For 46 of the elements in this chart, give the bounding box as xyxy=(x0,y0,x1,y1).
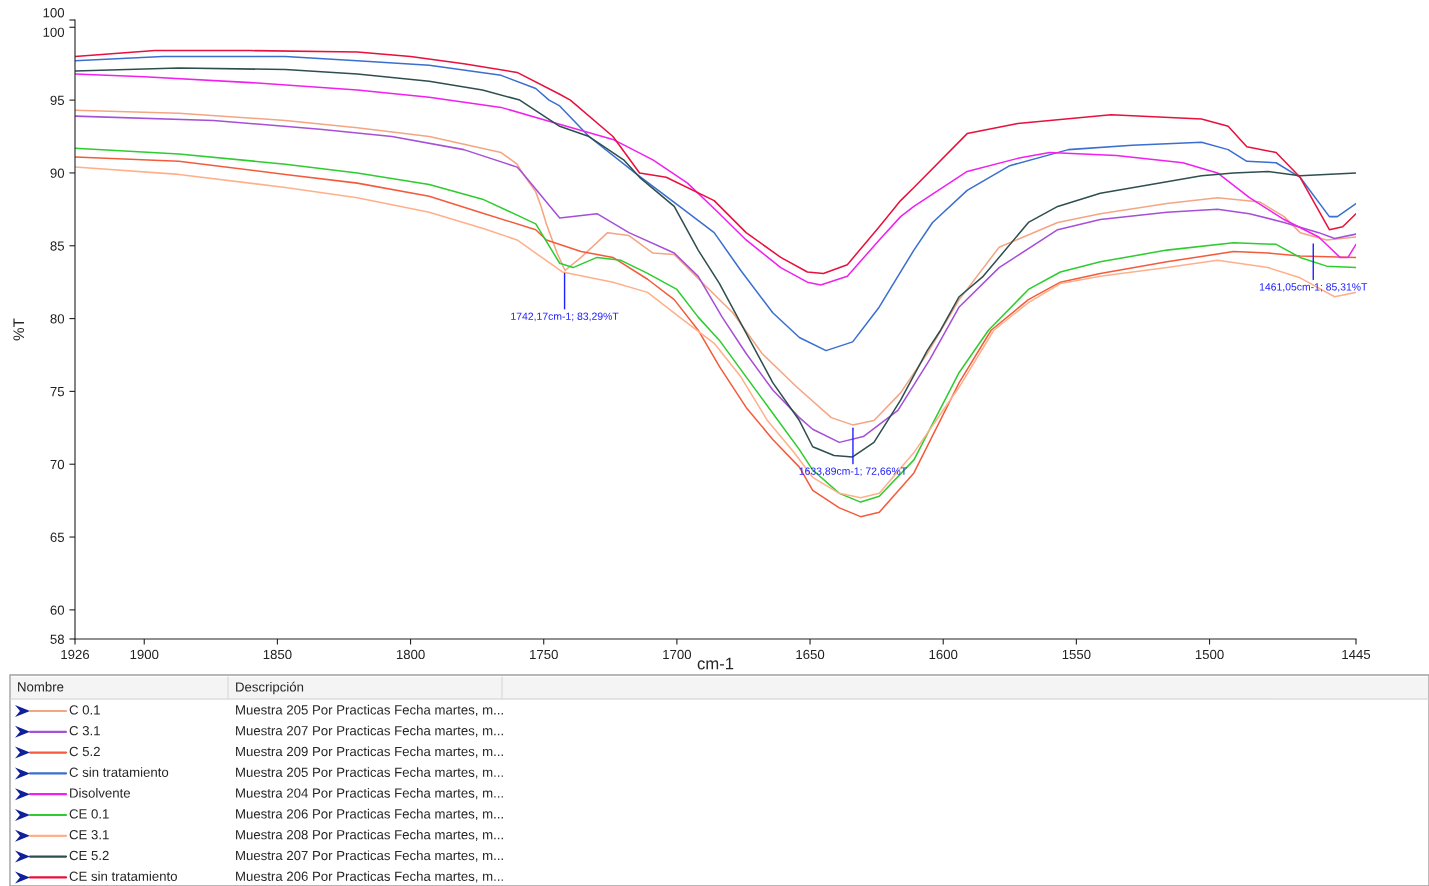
legend-label: C sin tratamiento xyxy=(69,767,169,777)
y-tick-label: 58 xyxy=(50,634,65,644)
x-tick-label: 1800 xyxy=(396,649,425,660)
legend-label: CE sin tratamiento xyxy=(69,871,177,881)
legend-label: Disolvente xyxy=(70,788,131,798)
x-tick-label: 1445 xyxy=(1342,649,1371,660)
legend-label: CE 0.1 xyxy=(69,809,109,819)
x-axis-title: cm-1 xyxy=(697,657,734,670)
x-tick-label: 1926 xyxy=(61,649,90,660)
legend-label: C 5.2 xyxy=(69,746,100,757)
text: Muestra 204 Por Practicas Fecha martes, m... xyxy=(236,788,503,800)
text: Muestra 206 Por Practicas Fecha martes, m... xyxy=(236,871,503,883)
text: Muestra 207 Por Practicas Fecha martes, m... xyxy=(236,725,503,737)
x-tick-label: 1850 xyxy=(263,649,292,660)
x-tick-label: 1650 xyxy=(796,649,825,660)
text: Muestra 205 Por Practicas Fecha martes, m... xyxy=(236,767,503,779)
legend-label: CE 3.1 xyxy=(69,830,109,840)
x-tick-label: 1700 xyxy=(663,649,692,660)
legend-label: C 3.1 xyxy=(69,726,100,736)
x-tick-label: 1900 xyxy=(130,649,159,660)
y-axis-title: %T xyxy=(13,318,25,341)
y-tick-label: 75 xyxy=(50,387,65,397)
y-tick-label: 100 xyxy=(43,27,65,37)
text: Muestra 207 Por Practicas Fecha martes, m... xyxy=(236,850,503,862)
y-tick-label: 60 xyxy=(50,605,65,615)
text: Muestra 205 Por Practicas Fecha martes, m... xyxy=(236,704,503,717)
y-tick-label: 80 xyxy=(50,314,65,324)
x-tick-label: 1550 xyxy=(1062,649,1091,660)
text: Muestra 208 Por Practicas Fecha martes, m... xyxy=(236,829,503,841)
annotation: 1461,05cm-1; 85,31%T xyxy=(1259,283,1368,292)
text: Muestra 206 Por Practicas Fecha martes, m... xyxy=(236,808,503,821)
y-tick-label: 90 xyxy=(50,168,65,178)
legend-title: Nombre xyxy=(18,681,64,692)
y-tick-label: 85 xyxy=(50,241,65,251)
y-tick-label: 100 xyxy=(43,8,65,18)
legend-label: CE 5.2 xyxy=(69,850,109,861)
x-tick-label: 1600 xyxy=(929,649,958,660)
y-tick-label: 70 xyxy=(50,459,65,470)
y-tick-label: 95 xyxy=(50,95,65,106)
x-tick-label: 1500 xyxy=(1195,649,1224,660)
x-tick-label: 1750 xyxy=(530,649,558,660)
legend-label: C 0.1 xyxy=(69,705,100,715)
text: Descripción xyxy=(236,681,304,695)
y-tick-label: 65 xyxy=(50,532,65,542)
text: Muestra 209 Por Practicas Fecha martes, m... xyxy=(236,746,503,758)
annotation: 1742,17cm-1; 83,29%T xyxy=(511,312,619,322)
